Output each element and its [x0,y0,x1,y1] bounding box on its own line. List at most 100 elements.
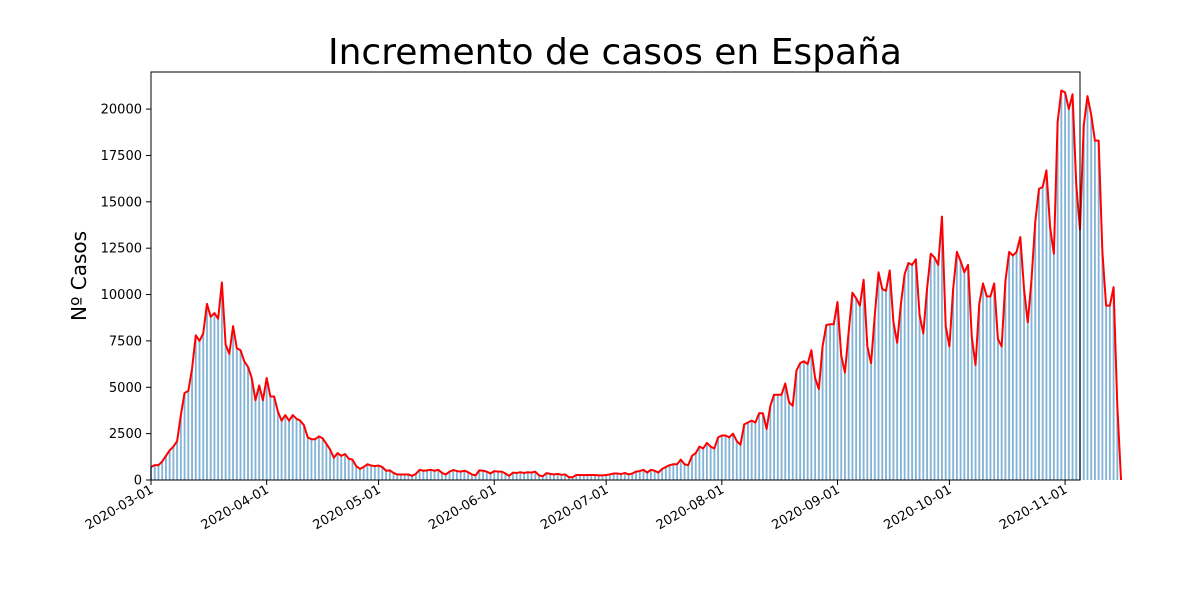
bar [866,346,869,480]
bar [620,474,623,480]
plot-frame [150,71,1081,481]
bar [586,474,589,480]
bar [899,303,902,480]
x-tick-label: 2020-05-01 [311,482,384,533]
bar [549,473,552,480]
bar [657,472,660,480]
bar [1056,122,1059,480]
bar [1108,305,1111,480]
bar [500,471,503,480]
bar [907,263,910,480]
bar [1038,188,1040,480]
bar [926,288,928,480]
bar [877,272,880,480]
bar [347,458,350,480]
bar [191,368,193,480]
bar [373,466,376,480]
bar [724,435,727,480]
bar [732,433,734,480]
bar [534,471,537,480]
x-tick-label: 2020-10-01 [881,482,954,533]
bar [832,324,835,480]
bar [933,257,936,480]
bar [377,465,380,480]
bar [698,446,701,480]
bar [739,444,742,480]
bar [691,455,693,480]
bar [265,378,268,480]
bar [717,437,720,480]
bar [220,282,223,480]
bar [664,467,667,480]
bar [1015,251,1018,480]
bar [773,394,775,480]
bar [209,316,212,480]
bar [217,318,220,480]
bar [579,474,581,480]
bar [672,464,675,480]
bar [541,476,544,480]
bar [761,413,764,480]
bar [183,392,186,480]
bar [388,470,391,480]
bar-group [150,90,1119,481]
bar [713,448,716,480]
bar [261,400,264,480]
bar [355,466,358,480]
bar [970,337,973,480]
bar [560,474,563,480]
bar [239,350,242,480]
bar [258,385,261,480]
bar [623,472,626,480]
bar [179,415,182,480]
bar [508,475,511,480]
bar [414,473,417,480]
bar [862,279,865,480]
bar [381,467,384,480]
bar [1041,186,1044,481]
bar [982,283,984,480]
bar [291,415,294,480]
bar [310,439,313,480]
bar [489,473,492,480]
bar [329,449,332,480]
bar [366,464,369,480]
bar [403,474,406,480]
bar [683,464,686,480]
bar [161,461,164,480]
bar [840,355,843,480]
bar [448,471,451,480]
bar [791,405,794,480]
bar [967,264,970,480]
bar [702,448,705,480]
x-tick-label: 2020-06-01 [426,482,499,533]
bar [164,455,167,480]
y-tick-label: 15000 [101,195,142,210]
bar [1011,255,1014,480]
bar [575,474,578,480]
bar [1112,287,1115,480]
bar [396,474,399,480]
bar [482,470,484,480]
bar [407,474,410,480]
bar [1000,346,1003,480]
bar [758,413,761,480]
bar [709,446,712,480]
bar [523,472,526,480]
bar [825,325,828,480]
bar [456,471,458,480]
bar [359,468,361,480]
bar [590,474,593,480]
bar [538,475,540,480]
bar [400,474,402,480]
bar [847,331,850,480]
bar [989,296,992,480]
bar [284,415,287,480]
bar [187,390,190,480]
bar [556,473,559,480]
bar [429,469,432,480]
bar [1019,237,1022,480]
bar [295,418,298,480]
bar [459,471,462,480]
